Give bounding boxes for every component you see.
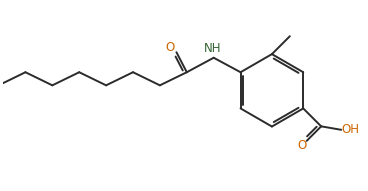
Text: OH: OH — [341, 123, 359, 136]
Text: O: O — [166, 40, 175, 53]
Text: O: O — [297, 139, 307, 152]
Text: NH: NH — [204, 42, 221, 55]
